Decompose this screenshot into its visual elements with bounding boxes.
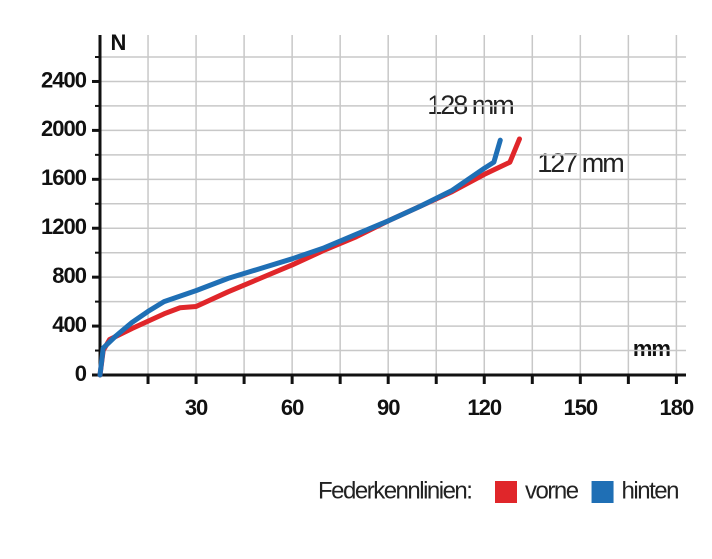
- x-tick-label: 180: [660, 395, 694, 420]
- annotation: 127 mm: [537, 148, 623, 178]
- x-tick-label: 150: [563, 395, 597, 420]
- y-tick-label: 2400: [41, 67, 87, 92]
- legend-swatch: [591, 481, 614, 503]
- x-axis-label: mm: [633, 336, 671, 361]
- annotation: 128 mm: [427, 90, 513, 120]
- legend-label: vorne: [525, 477, 579, 504]
- y-tick-label: 1600: [41, 165, 87, 190]
- y-tick-label: 1200: [41, 214, 87, 239]
- legend-swatch: [495, 481, 517, 503]
- y-axis-label: N: [111, 30, 126, 55]
- series-line: [97, 137, 503, 378]
- y-tick-label: 2000: [41, 116, 87, 141]
- legend-title: Federkennlinien:: [318, 477, 471, 504]
- x-tick-label: 120: [467, 395, 501, 420]
- x-tick-label: 90: [377, 395, 400, 420]
- y-tick-label: 0: [75, 361, 87, 386]
- y-tick-label: 400: [52, 312, 86, 337]
- y-tick-label: 800: [52, 263, 86, 288]
- legend-label: hinten: [622, 477, 679, 504]
- series-line: [97, 136, 522, 378]
- x-tick-label: 60: [281, 395, 304, 420]
- x-tick-label: 30: [185, 395, 208, 420]
